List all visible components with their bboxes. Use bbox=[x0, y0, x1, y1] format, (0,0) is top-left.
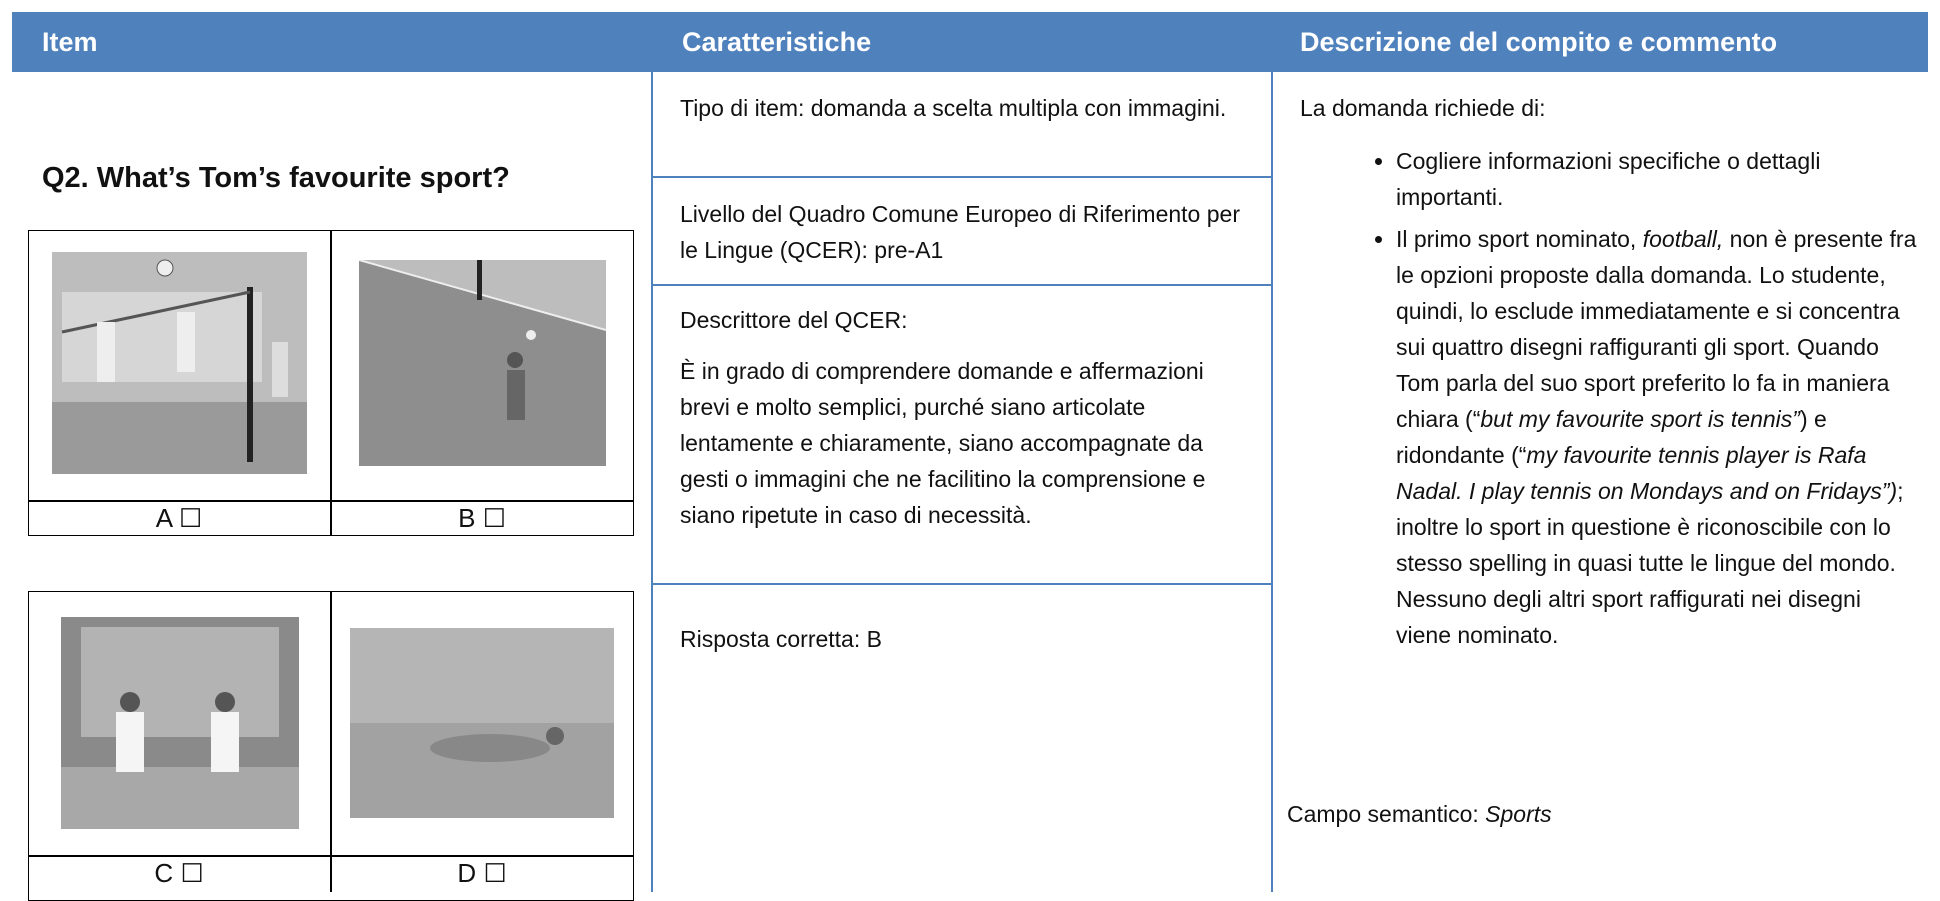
bullet-list: Cogliere informazioni specifiche o detta… bbox=[1300, 143, 1920, 659]
column-border bbox=[651, 72, 653, 892]
bullet: Il primo sport nominato, football, non è… bbox=[1396, 221, 1920, 653]
text-run: non è presente fra le opzioni proposte d… bbox=[1396, 226, 1917, 432]
option-image bbox=[61, 617, 299, 829]
option-label: B ☐ bbox=[458, 503, 506, 533]
cell-text: Tipo di item: domanda a scelta multipla … bbox=[680, 95, 1227, 121]
semantic-field: Campo semantico: Sports bbox=[1287, 796, 1552, 832]
text-run: Sports bbox=[1485, 801, 1552, 827]
text-run: Il primo sport nominato, bbox=[1396, 226, 1643, 252]
intro: La domanda richiede di: bbox=[1300, 95, 1546, 121]
question: Q2. What’s Tom’s favourite sport? bbox=[42, 162, 510, 194]
grid-divider bbox=[28, 855, 634, 857]
cell-text: È in grado di comprendere domande e affe… bbox=[680, 358, 1206, 528]
text-run: my favourite tennis player is Rafa Nadal… bbox=[1396, 442, 1898, 504]
text-run: football, bbox=[1642, 226, 1724, 252]
bullet: Cogliere informazioni specifiche o detta… bbox=[1396, 143, 1920, 215]
text-run: ) e ridondante (“ bbox=[1396, 406, 1827, 468]
option-label: D ☐ bbox=[457, 858, 507, 888]
text-run: but my favourite sport is tennis” bbox=[1480, 406, 1800, 432]
grid-divider bbox=[28, 500, 634, 502]
option-image bbox=[359, 260, 606, 466]
text-run: Cogliere informazioni specifiche o detta… bbox=[1396, 148, 1821, 210]
row-border bbox=[652, 284, 1272, 286]
header-cell: Caratteristiche bbox=[652, 12, 1272, 72]
header-cell: Descrizione del compito e commento bbox=[1272, 12, 1928, 72]
cell-text: Livello del Quadro Comune Europeo di Rif… bbox=[680, 201, 1240, 263]
cell-text: Descrittore del QCER: bbox=[680, 307, 908, 333]
option-image bbox=[350, 628, 614, 818]
header-cell: Item bbox=[12, 12, 652, 72]
row-border bbox=[652, 583, 1272, 585]
grid-divider bbox=[330, 591, 332, 892]
text-run: Campo semantico: bbox=[1287, 801, 1486, 827]
option-label: A ☐ bbox=[155, 503, 203, 533]
cell-text: Risposta corretta: B bbox=[680, 626, 882, 652]
option-label: C ☐ bbox=[154, 858, 204, 888]
option-image bbox=[52, 252, 307, 474]
text-run: ; inoltre lo sport in questione è ricono… bbox=[1396, 478, 1904, 648]
column-border bbox=[1271, 72, 1273, 892]
grid-divider bbox=[330, 230, 332, 536]
row-border bbox=[652, 176, 1272, 178]
